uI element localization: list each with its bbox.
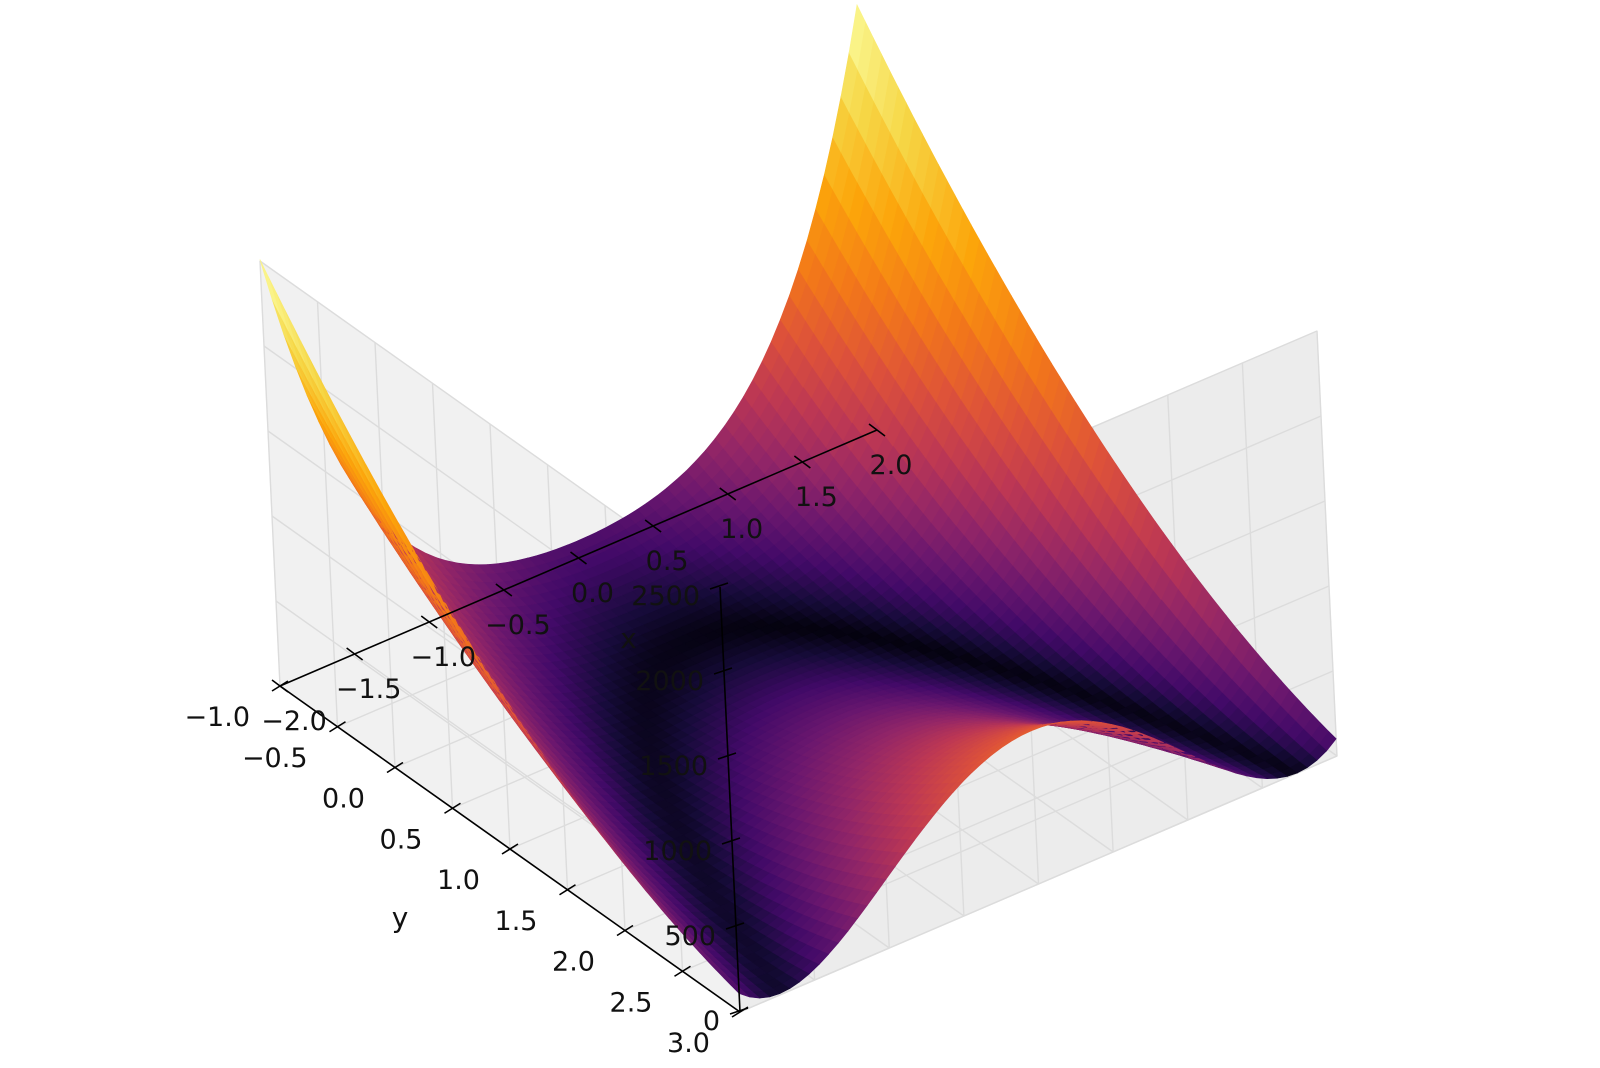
x-tick-label: −2.0 [261, 706, 327, 737]
grid-line [316, 301, 339, 727]
x-tick-label: 0.0 [571, 578, 614, 609]
z-tick-label: 2000 [635, 666, 704, 697]
z-tick-label: 1000 [643, 836, 712, 867]
x-tick-label: 0.5 [646, 546, 689, 577]
y-tick-label: 2.5 [610, 987, 653, 1018]
y-axis-label: y [392, 901, 409, 934]
z-tick-label: 1500 [639, 751, 708, 782]
y-tick-label: −0.5 [242, 743, 308, 774]
y-tick-label: 1.5 [495, 906, 538, 937]
surface-mesh [259, 3, 1337, 999]
y-tick-label: 1.0 [437, 865, 480, 896]
z-tick-label: 2500 [631, 581, 700, 612]
x-tick-label: 1.5 [795, 482, 838, 513]
z-tick-label: 500 [664, 921, 716, 952]
grid-line [374, 342, 396, 768]
y-tick-label: 2.0 [552, 947, 595, 978]
grid-line [259, 260, 281, 687]
y-tick-label: −1.0 [184, 702, 250, 733]
x-tick-label: −1.5 [336, 674, 402, 705]
grid-line [1316, 330, 1338, 757]
y-tick-label: 0.0 [322, 784, 365, 815]
z-tick-label: 0 [703, 1006, 720, 1037]
x-tick-label: 2.0 [870, 450, 913, 481]
x-axis-label: x [620, 622, 637, 655]
x-tick-label: 1.0 [720, 514, 763, 545]
y-tick-label: 0.5 [380, 824, 423, 855]
grid-line [739, 755, 1338, 1013]
x-tick-label: −1.0 [410, 642, 476, 673]
x-tick-label: −0.5 [485, 610, 551, 641]
